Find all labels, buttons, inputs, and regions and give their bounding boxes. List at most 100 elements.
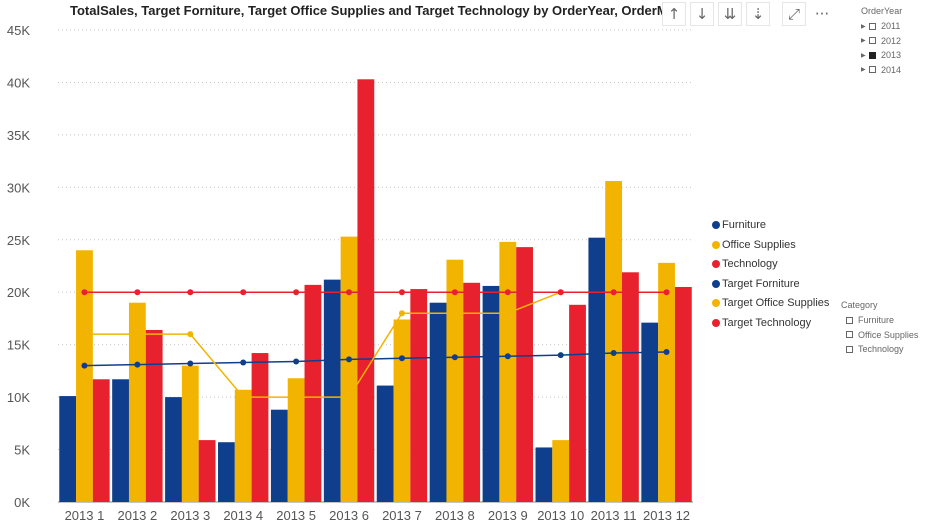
y-tick-label: 40K (7, 75, 30, 90)
legend-label: Target Forniture (722, 277, 800, 290)
chevron-right-icon[interactable]: ▶ (861, 38, 866, 45)
x-tick-label: 2013 12 (643, 508, 690, 523)
bar-furniture (482, 285, 500, 502)
marker-target-office-supplies (346, 394, 353, 401)
slicer-item-2011[interactable]: ▶ 2011 (861, 19, 902, 34)
y-tick-label: 15K (7, 338, 30, 353)
marker-target-forniture (451, 354, 458, 361)
x-tick-label: 2013 11 (591, 508, 637, 523)
marker-target-technology (398, 289, 405, 296)
expand-all-button[interactable]: ⇊ (718, 2, 742, 26)
marker-target-technology (293, 289, 300, 296)
y-tick-label: 45K (7, 23, 30, 38)
marker-target-office-supplies (398, 310, 405, 317)
checkbox-icon[interactable] (869, 37, 876, 45)
marker-target-forniture (187, 360, 194, 367)
drill-down-button[interactable]: ↓ (690, 2, 714, 26)
slicer-item-furniture[interactable]: Furniture (841, 313, 918, 328)
marker-target-technology (346, 289, 353, 296)
legend-label: Furniture (722, 219, 767, 231)
bar-office-supplies (499, 241, 517, 502)
chevron-right-icon[interactable]: ▶ (861, 52, 866, 59)
focus-mode-icon: ⤢ (787, 5, 800, 23)
bar-furniture (112, 379, 129, 502)
x-tick-label: 2013 7 (382, 508, 422, 523)
bar-office-supplies (128, 302, 146, 502)
bar-office-supplies (393, 319, 411, 502)
slicer-item-2012[interactable]: ▶ 2012 (861, 34, 902, 49)
drill-up-button[interactable]: ↑ (662, 2, 686, 26)
bar-technology (92, 379, 110, 502)
x-tick-label: 2013 8 (435, 508, 475, 523)
checkbox-icon[interactable] (846, 316, 853, 324)
marker-target-office-supplies (134, 331, 141, 338)
bar-office-supplies (446, 259, 464, 502)
arrow-down-icon: ↓ (695, 5, 709, 23)
legend-item[interactable]: Target Technology (712, 316, 811, 330)
bar-furniture (270, 409, 288, 502)
bar-technology (304, 284, 322, 502)
checkbox-icon[interactable] (846, 331, 853, 339)
x-tick-label: 2013 1 (65, 508, 105, 523)
expand-level-button[interactable]: ⇣ (746, 2, 770, 26)
marker-target-technology (557, 289, 564, 296)
legend-item[interactable]: Office Supplies (712, 238, 796, 252)
bar-office-supplies (287, 378, 305, 502)
y-tick-label: 10K (7, 390, 30, 405)
legend-item[interactable]: Furniture (712, 218, 766, 232)
slicer-item-technology[interactable]: Technology (841, 342, 918, 357)
bar-furniture (535, 447, 553, 502)
slicer-item-2014[interactable]: ▶ 2014 (861, 63, 902, 78)
y-tick-label: 0K (14, 495, 30, 510)
legend-label: Target Office Supplies (722, 297, 830, 310)
y-tick-label: 30K (7, 180, 30, 195)
marker-target-technology (504, 289, 511, 296)
slicer-item-label: 2013 (881, 50, 902, 61)
slicer-item-2013[interactable]: ▶ 2013 (861, 48, 902, 63)
checkbox-icon[interactable] (846, 345, 853, 353)
marker-target-office-supplies (504, 310, 511, 317)
bar-office-supplies (552, 440, 570, 502)
checkbox-icon[interactable] (869, 66, 876, 74)
legend-item[interactable]: Technology (712, 257, 778, 271)
legend-label: Office Supplies (722, 238, 796, 251)
marker-target-office-supplies (293, 394, 300, 401)
bar-office-supplies (340, 236, 358, 502)
slicer-item-label: Furniture (858, 315, 895, 326)
marker-target-forniture (81, 362, 88, 369)
ellipsis-icon: ··· (814, 5, 830, 23)
legend-item[interactable]: Target Office Supplies (712, 296, 829, 310)
bar-furniture (323, 279, 341, 502)
marker-target-technology (451, 289, 458, 296)
x-tick-label: 2013 10 (537, 508, 584, 523)
bar-office-supplies (234, 389, 252, 502)
legend-item[interactable]: Target Forniture (712, 277, 800, 291)
expand-level-icon: ⇣ (751, 5, 765, 23)
more-options-button[interactable]: ··· (810, 2, 834, 26)
marker-target-forniture (504, 353, 511, 360)
orderyear-slicer: OrderYear ▶ 2011 ▶ 2012 ▶ 2013 ▶ 2014 (861, 6, 902, 77)
bar-furniture (641, 322, 659, 502)
marker-target-forniture (240, 359, 247, 366)
orderyear-slicer-title: OrderYear (861, 6, 903, 16)
arrow-up-icon: ↑ (667, 5, 681, 23)
slicer-item-office-supplies[interactable]: Office Supplies (841, 328, 918, 343)
line-target-office-supplies (84, 291, 561, 398)
checkbox-icon[interactable] (869, 51, 876, 59)
marker-target-forniture (134, 361, 141, 368)
chevron-right-icon[interactable]: ▶ (861, 67, 866, 74)
chevron-right-icon[interactable]: ▶ (861, 23, 866, 30)
focus-mode-button[interactable]: ⤢ (782, 2, 806, 26)
x-tick-label: 2013 5 (276, 508, 316, 523)
bar-technology (251, 353, 269, 502)
marker-target-forniture (610, 350, 617, 357)
checkbox-icon[interactable] (869, 22, 876, 30)
marker-target-forniture (293, 358, 300, 365)
bar-technology (622, 272, 639, 502)
marker-target-forniture (557, 352, 564, 359)
bar-technology (357, 79, 375, 502)
bar-technology (410, 289, 428, 502)
slicer-item-label: 2014 (881, 64, 902, 75)
y-tick-label: 25K (7, 233, 30, 248)
